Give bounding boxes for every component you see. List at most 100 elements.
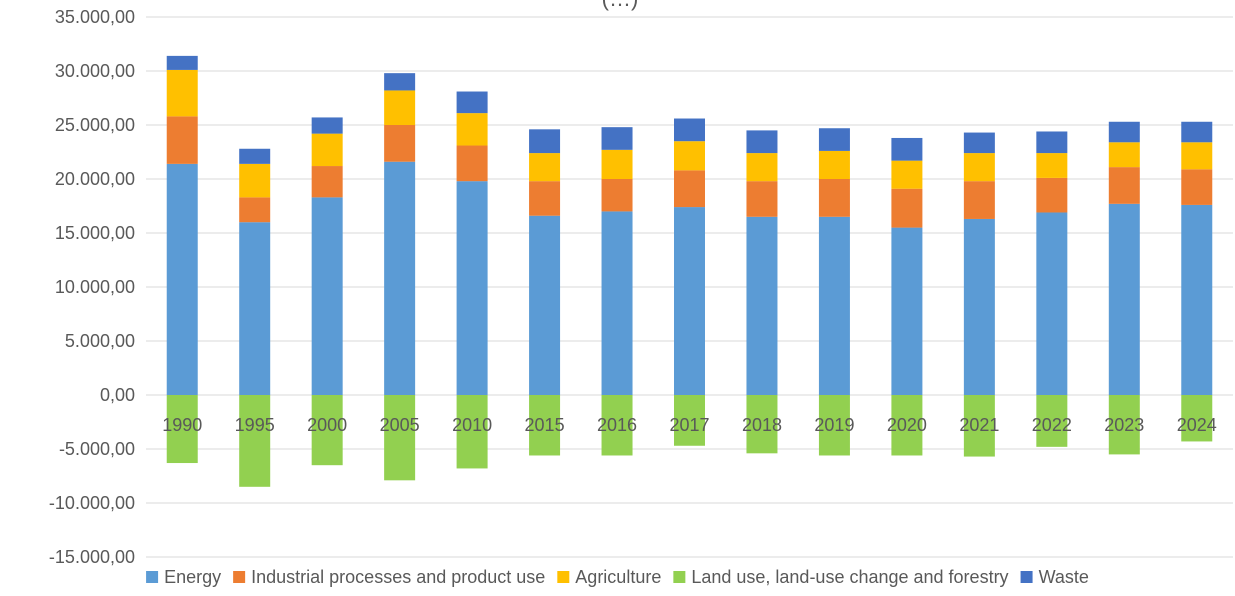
y-tick-label: 25.000,00 — [55, 115, 135, 135]
bar-industrial-processes-and-product-use-2005 — [384, 125, 416, 162]
legend-item: Waste — [1020, 567, 1089, 587]
y-tick-label: -5.000,00 — [59, 439, 135, 459]
bar-energy-2000 — [311, 197, 343, 395]
x-tick-label: 2000 — [307, 415, 347, 435]
legend-label: Agriculture — [575, 567, 661, 587]
legend-label: Energy — [164, 567, 221, 587]
legend-swatch — [673, 571, 686, 583]
bar-industrial-processes-and-product-use-2022 — [1036, 177, 1068, 213]
bar-energy-1990 — [166, 163, 198, 395]
bar-land-use-land-use-change-and-forestry-2017 — [674, 395, 705, 446]
bar-agriculture-2019 — [818, 150, 850, 179]
y-tick-label: 0,00 — [100, 385, 135, 405]
bar-waste-2020 — [891, 137, 923, 161]
bar-agriculture-2017 — [674, 141, 705, 171]
bar-energy-2015 — [529, 215, 561, 395]
x-tick-label: 1990 — [162, 415, 202, 435]
bar-waste-2024 — [1181, 121, 1213, 143]
bar-agriculture-2018 — [746, 153, 778, 182]
y-tick-label: 10.000,00 — [55, 277, 135, 297]
bar-energy-2018 — [746, 216, 778, 395]
bar-agriculture-2005 — [384, 90, 416, 125]
y-tick-label: -15.000,00 — [49, 547, 135, 567]
bar-energy-2005 — [384, 161, 416, 395]
bar-industrial-processes-and-product-use-1990 — [166, 116, 198, 164]
x-tick-label: 2019 — [814, 415, 854, 435]
bar-industrial-processes-and-product-use-2000 — [311, 166, 343, 198]
bar-industrial-processes-and-product-use-2019 — [818, 179, 850, 217]
bar-waste-2015 — [529, 129, 561, 154]
bar-land-use-land-use-change-and-forestry-2024 — [1181, 395, 1213, 442]
bar-industrial-processes-and-product-use-2017 — [674, 170, 705, 208]
chart-title: (…) — [602, 0, 639, 11]
bar-agriculture-2000 — [311, 133, 343, 167]
bar-land-use-land-use-change-and-forestry-2018 — [746, 395, 778, 454]
bar-waste-2000 — [311, 117, 343, 134]
bar-energy-2020 — [891, 227, 923, 395]
bar-land-use-land-use-change-and-forestry-2022 — [1036, 395, 1068, 447]
y-tick-label: 5.000,00 — [65, 331, 135, 351]
bar-energy-2024 — [1181, 204, 1213, 395]
legend-item: Industrial processes and product use — [233, 567, 545, 587]
bar-industrial-processes-and-product-use-2020 — [891, 188, 923, 228]
bar-land-use-land-use-change-and-forestry-1990 — [166, 395, 198, 464]
bar-land-use-land-use-change-and-forestry-1995 — [239, 395, 271, 487]
bar-energy-2022 — [1036, 212, 1068, 395]
bar-industrial-processes-and-product-use-2024 — [1181, 169, 1213, 205]
bar-energy-2019 — [818, 216, 850, 395]
x-tick-label: 2020 — [887, 415, 927, 435]
bar-land-use-land-use-change-and-forestry-2023 — [1108, 395, 1140, 455]
bar-waste-2017 — [674, 118, 705, 142]
legend-item: Agriculture — [557, 567, 661, 587]
legend-label: Industrial processes and product use — [251, 567, 545, 587]
bar-land-use-land-use-change-and-forestry-2016 — [601, 395, 633, 456]
bar-waste-2022 — [1036, 131, 1068, 154]
bar-land-use-land-use-change-and-forestry-2020 — [891, 395, 923, 456]
legend-swatch — [146, 571, 159, 583]
y-tick-label: 35.000,00 — [55, 7, 135, 27]
y-tick-label: 30.000,00 — [55, 61, 135, 81]
y-tick-label: -10.000,00 — [49, 493, 135, 513]
legend-label: Land use, land-use change and forestry — [691, 567, 1008, 587]
x-tick-label: 2022 — [1032, 415, 1072, 435]
bar-agriculture-2024 — [1181, 142, 1213, 170]
bar-energy-2023 — [1108, 203, 1140, 395]
bar-waste-2010 — [456, 91, 488, 114]
bar-land-use-land-use-change-and-forestry-2000 — [311, 395, 343, 466]
bar-land-use-land-use-change-and-forestry-2021 — [963, 395, 995, 457]
bar-agriculture-1995 — [239, 163, 271, 198]
bar-industrial-processes-and-product-use-2018 — [746, 181, 778, 217]
bar-agriculture-2022 — [1036, 153, 1068, 178]
x-tick-label: 1995 — [235, 415, 275, 435]
legend-swatch — [557, 571, 570, 583]
x-tick-label: 2024 — [1177, 415, 1217, 435]
x-tick-label: 2018 — [742, 415, 782, 435]
bar-waste-2016 — [601, 127, 633, 150]
bar-agriculture-2015 — [529, 153, 561, 182]
bar-land-use-land-use-change-and-forestry-2015 — [529, 395, 561, 456]
bar-land-use-land-use-change-and-forestry-2005 — [384, 395, 416, 481]
bar-energy-2017 — [674, 207, 705, 395]
legend-swatch — [233, 571, 246, 583]
legend-swatch — [1020, 571, 1033, 583]
bar-industrial-processes-and-product-use-2010 — [456, 145, 488, 182]
legend-label: Waste — [1039, 567, 1089, 587]
bar-land-use-land-use-change-and-forestry-2019 — [818, 395, 850, 456]
legend-item: Energy — [146, 567, 221, 587]
bar-agriculture-1990 — [166, 69, 198, 117]
legend-item: Land use, land-use change and forestry — [673, 567, 1009, 587]
x-tick-label: 2010 — [452, 415, 492, 435]
bar-waste-1995 — [239, 148, 271, 164]
bar-industrial-processes-and-product-use-2016 — [601, 179, 633, 212]
x-tick-label: 2023 — [1104, 415, 1144, 435]
bar-industrial-processes-and-product-use-1995 — [239, 197, 271, 223]
x-tick-label: 2021 — [959, 415, 999, 435]
bar-waste-2019 — [818, 128, 850, 151]
x-tick-label: 2015 — [525, 415, 565, 435]
bar-land-use-land-use-change-and-forestry-2010 — [456, 395, 488, 469]
bar-waste-2023 — [1108, 121, 1140, 143]
bar-waste-2021 — [963, 132, 995, 154]
bar-agriculture-2020 — [891, 160, 923, 189]
